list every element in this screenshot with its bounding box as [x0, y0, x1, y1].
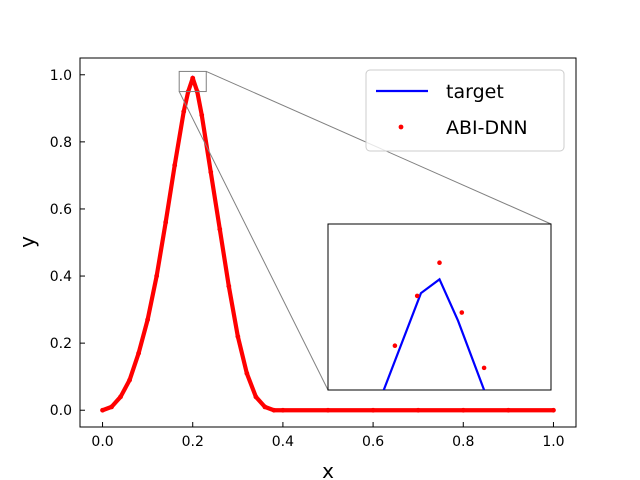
zoom-connector-lower [178, 91, 329, 391]
zoom-region-rect [178, 70, 207, 93]
abidnn-point [217, 226, 223, 232]
x-tick-label: 0.6 [362, 434, 384, 450]
x-tick-label: 0.2 [182, 434, 204, 450]
abidnn-point [460, 407, 466, 413]
legend-abidnn-swatch [398, 124, 404, 130]
abidnn-point [208, 169, 214, 175]
inset-abidnn-point [481, 365, 487, 371]
inset-target-line [382, 277, 486, 390]
plot-area-frame [79, 57, 577, 428]
abidnn-point [235, 334, 241, 339]
inset-abidnn-point [459, 310, 465, 315]
x-tick-label: 0.8 [452, 434, 474, 450]
x-tick-label: 0.4 [272, 434, 294, 450]
abidnn-point [551, 407, 556, 413]
abidnn-point [163, 219, 169, 225]
inset-frame [327, 223, 552, 391]
abidnn-point [199, 112, 205, 118]
y-tick-label: 0.2 [50, 336, 72, 352]
abidnn-point [226, 283, 232, 289]
legend: target ABI-DNN [365, 69, 565, 152]
legend-target-label: target [446, 81, 504, 103]
legend-abidnn-label: ABI-DNN [446, 117, 528, 139]
abidnn-point [136, 350, 142, 356]
inset-abidnn-point [392, 343, 398, 349]
abidnn-point [127, 377, 132, 383]
abidnn-point [244, 370, 250, 376]
abidnn-point [181, 109, 187, 115]
x-axis-label: x [322, 459, 334, 480]
abidnn-point [325, 407, 331, 413]
y-tick-label: 0.6 [50, 202, 72, 218]
y-tick-label: 0.0 [50, 403, 72, 419]
y-tick-label: 1.0 [50, 68, 72, 84]
inset-contents [382, 260, 487, 390]
abidnn-point [172, 162, 178, 168]
abidnn-point [370, 407, 376, 413]
abidnn-point [190, 75, 196, 81]
axis-ticks: 0.0 0.2 0.4 0.6 0.8 1.0 0.0 0.2 0.4 0.6 0.8 1.0 [50, 68, 565, 450]
abidnn-point [271, 407, 277, 413]
y-tick-label: 0.8 [50, 135, 72, 151]
abidnn-point [145, 317, 151, 323]
inset-abidnn-point [437, 260, 442, 266]
x-tick-label: 1.0 [542, 434, 564, 450]
abidnn-point [415, 407, 421, 413]
abidnn-point [280, 407, 286, 413]
abidnn-point [118, 394, 123, 400]
abidnn-point [109, 404, 114, 410]
y-tick-label: 0.4 [50, 269, 72, 285]
abidnn-point [100, 407, 105, 413]
inset-zoom [327, 223, 552, 391]
y-axis-label: y [15, 236, 39, 248]
abidnn-point [262, 404, 268, 410]
abidnn-point [154, 273, 160, 279]
abidnn-point [505, 407, 511, 413]
x-tick-label: 0.0 [91, 434, 113, 450]
abidnn-point [253, 394, 259, 400]
plot-contents [100, 74, 556, 413]
inset-abidnn-point [414, 293, 420, 299]
